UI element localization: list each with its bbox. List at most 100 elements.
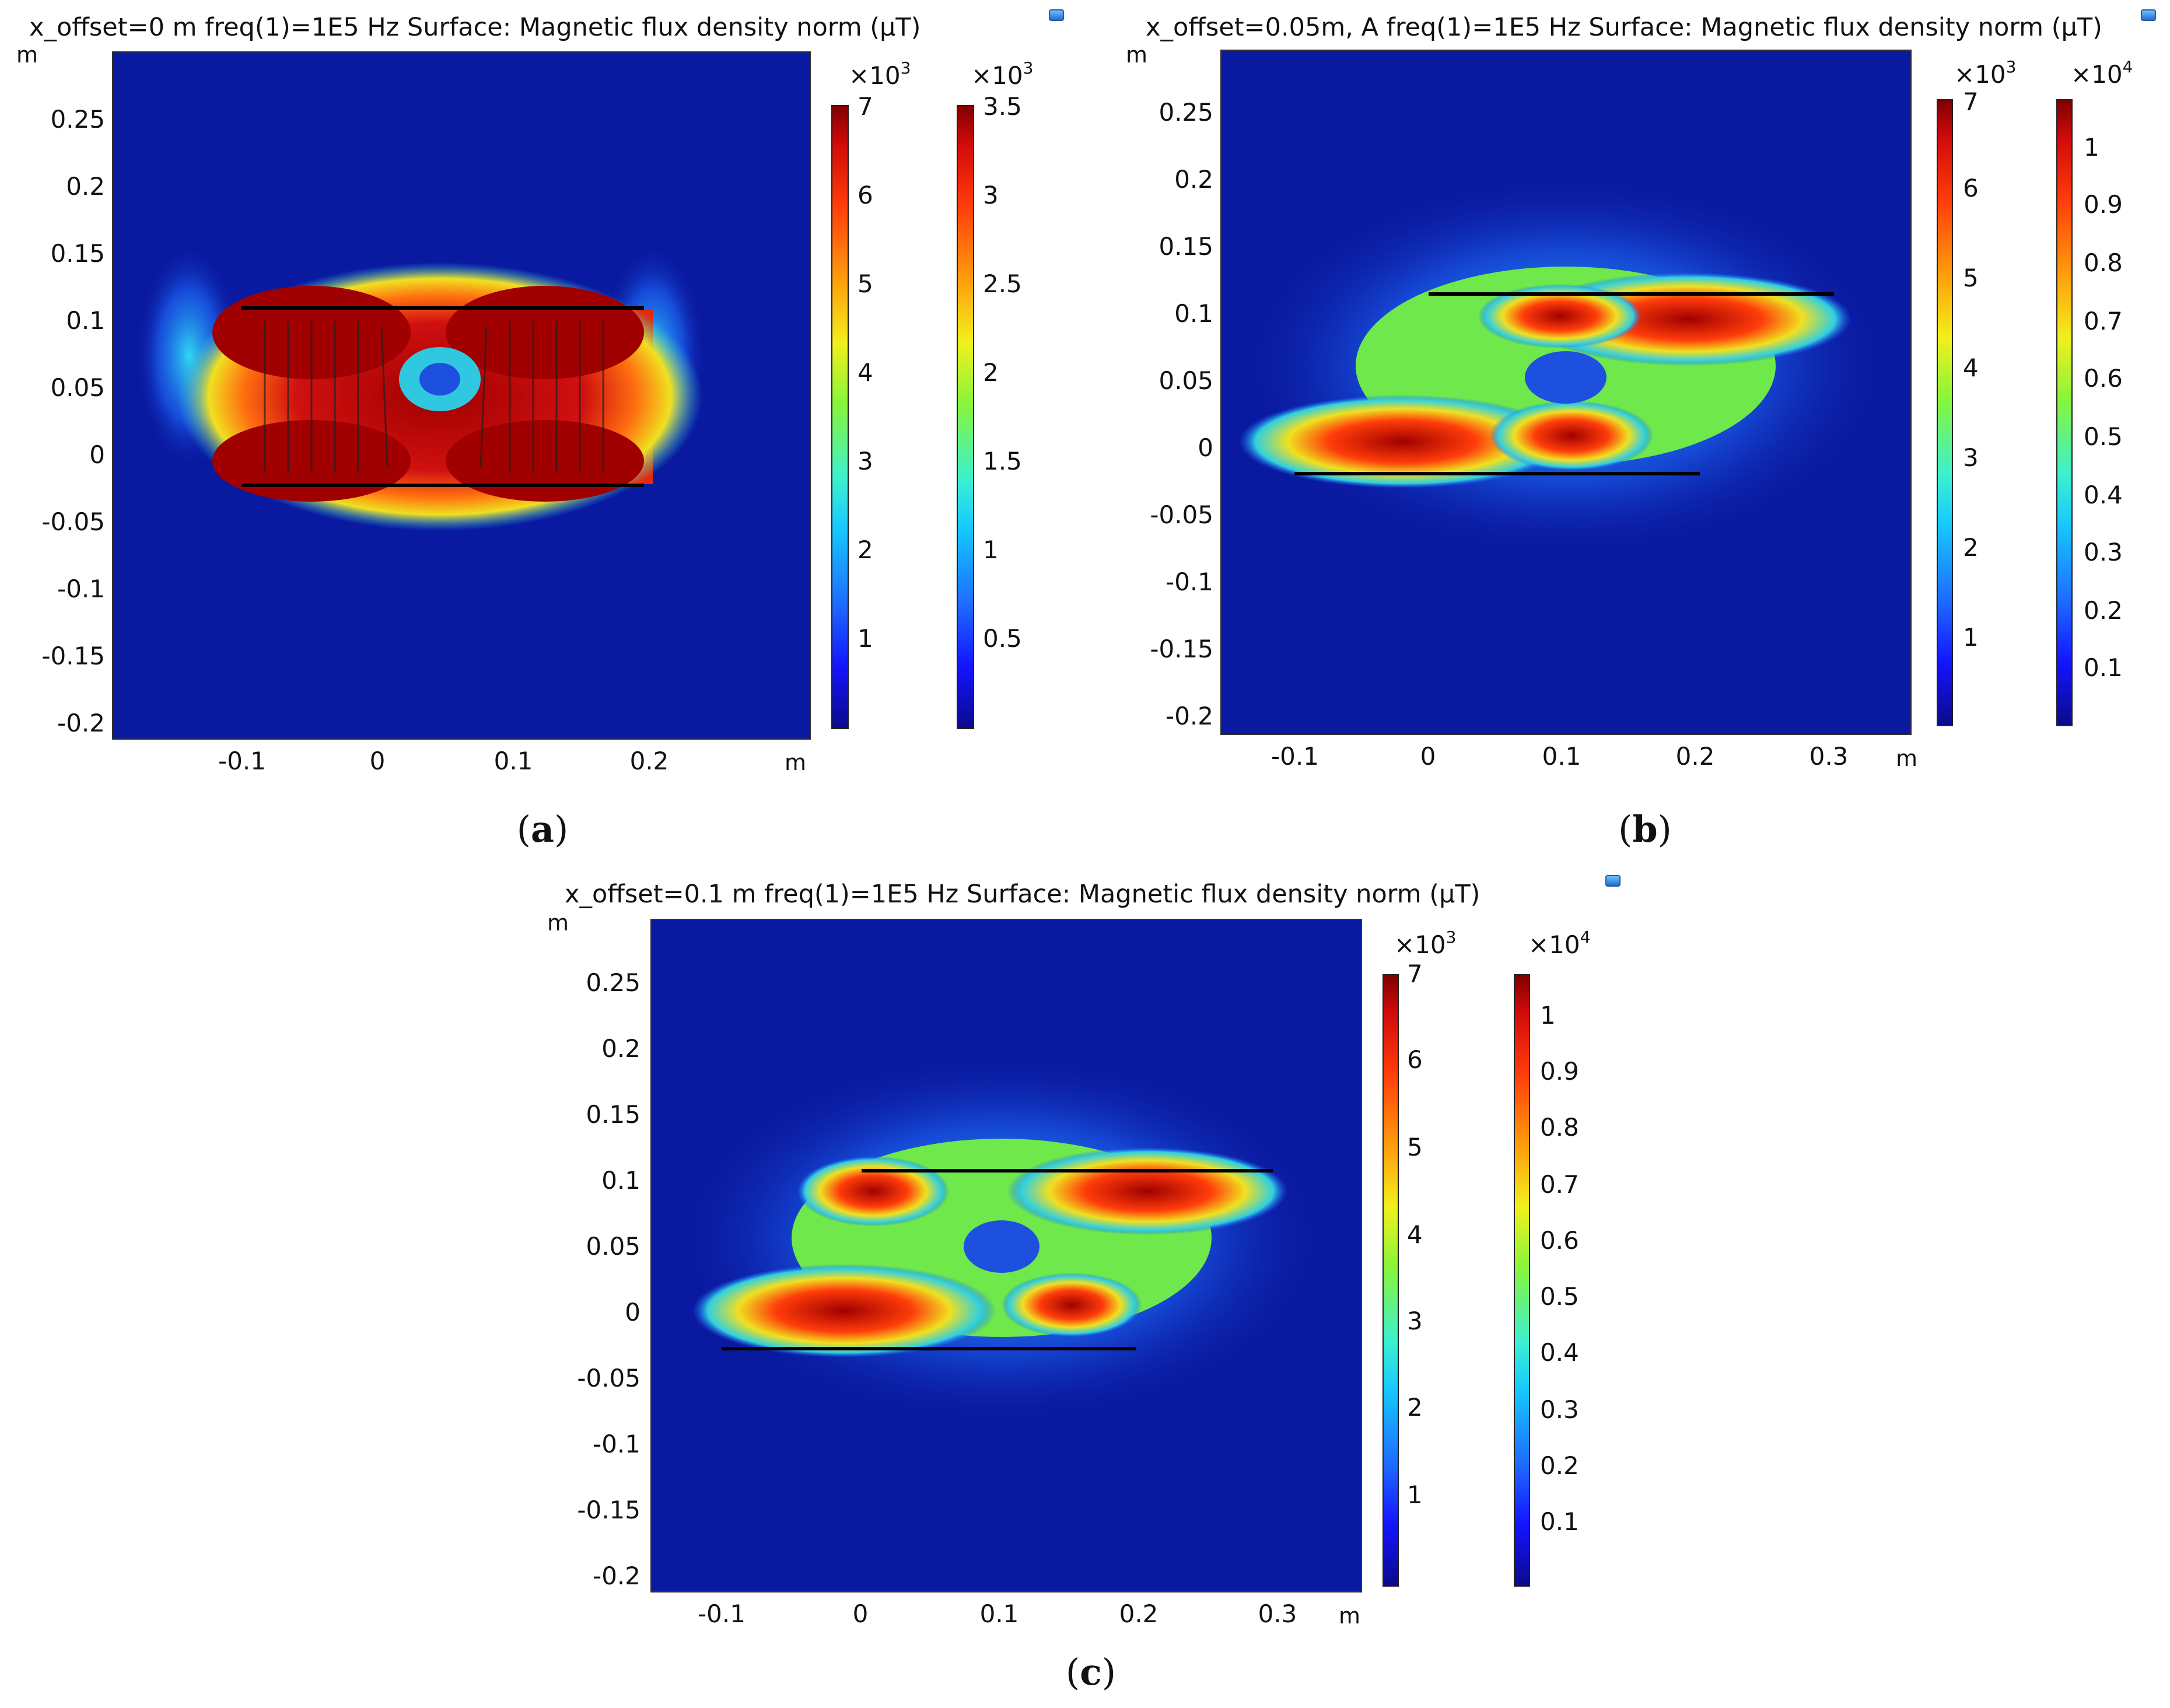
y-tick: 0.15 [50, 239, 105, 268]
x-tick: -0.1 [698, 1600, 746, 1628]
x-tick: -0.1 [1271, 742, 1319, 771]
colorbar-tick: 0.3 [2084, 538, 2123, 566]
y-tick: 0.05 [1158, 366, 1213, 395]
colorbar-tick: 1 [983, 536, 999, 564]
x-tick: 0.3 [1258, 1600, 1297, 1628]
colorbar-tick: 0.1 [2084, 653, 2123, 682]
y-tick: 0 [625, 1298, 640, 1326]
y-tick: 0.15 [586, 1100, 640, 1129]
colorbar-tick: 1 [1540, 1001, 1556, 1030]
colorbar-multiplier: ×104 [1528, 928, 1591, 959]
panel-title: x_offset=0.1 m freq(1)=1E5 Hz Surface: M… [565, 880, 1480, 909]
x-tick: 0 [852, 1600, 869, 1628]
panel-caption: (a) [516, 808, 569, 850]
y-tick: 0.05 [586, 1232, 640, 1261]
colorbar-tick: 5 [1963, 264, 1979, 292]
colorbar-tick: 3.5 [983, 92, 1022, 121]
colorbar-tick: 1 [1963, 623, 1979, 652]
colorbar-tick: 0.2 [2084, 596, 2123, 625]
y-tick: -0.15 [41, 642, 105, 670]
colorbar-multiplier: ×103 [849, 58, 911, 90]
colorbar-tick: 0.4 [2084, 481, 2123, 509]
y-tick: 0.1 [601, 1166, 640, 1195]
field-plot [112, 51, 811, 740]
y-tick: -0.05 [577, 1364, 640, 1392]
colorbar-multiplier: ×103 [971, 58, 1034, 90]
y-tick: -0.1 [593, 1430, 640, 1458]
colorbar-tick: 3 [983, 181, 999, 209]
colorbar-tick: 2 [1963, 533, 1979, 562]
y-tick: 0.25 [1158, 98, 1213, 127]
colorbar-tick: 5 [858, 270, 873, 298]
colorbar-tick: 0.9 [1540, 1057, 1579, 1086]
settings-icon[interactable] [1605, 875, 1620, 887]
colorbar-tick: 3 [1407, 1307, 1423, 1335]
colorbar-tick: 1.5 [983, 447, 1022, 475]
x-tick: 0.2 [1675, 742, 1715, 771]
colorbar-tick: 4 [1963, 354, 1979, 382]
colorbar-tick: 0.9 [2084, 190, 2123, 219]
colorbar-tick: 2 [1407, 1393, 1423, 1422]
colorbar-tick: 0.3 [1540, 1395, 1579, 1424]
settings-icon[interactable] [1049, 9, 1064, 21]
settings-icon[interactable] [2141, 9, 2156, 21]
y-tick: 0.25 [50, 105, 105, 134]
colorbar-tick: 0.7 [1540, 1170, 1579, 1199]
y-tick: 0.1 [66, 306, 105, 335]
y-axis-unit: m [547, 910, 569, 936]
x-axis-unit: m [785, 750, 807, 775]
y-tick: -0.1 [1166, 568, 1213, 596]
colorbar-tick: 0.6 [1540, 1226, 1579, 1255]
y-tick: 0.2 [66, 172, 105, 201]
colorbar-2 [1514, 974, 1530, 1587]
y-tick: 0.1 [1174, 299, 1213, 328]
x-tick: 0.1 [979, 1600, 1019, 1628]
colorbar-multiplier: ×103 [1394, 928, 1457, 959]
colorbar-tick: 2.5 [983, 270, 1022, 298]
field-plot [1220, 50, 1912, 735]
x-axis-unit: m [1896, 746, 1918, 771]
y-tick: -0.15 [577, 1496, 640, 1524]
panel-caption: (b) [1618, 808, 1672, 850]
colorbar-tick: 7 [1407, 960, 1423, 988]
panel-title: x_offset=0.05m, A freq(1)=1E5 Hz Surface… [1146, 13, 2102, 42]
colorbar-tick: 1 [2084, 133, 2099, 162]
x-tick: 0.2 [629, 747, 669, 775]
panel-a: x_offset=0 m freq(1)=1E5 Hz Surface: Mag… [0, 0, 1085, 858]
y-tick: -0.2 [1166, 702, 1213, 730]
x-tick: 0 [369, 747, 386, 775]
field-map [652, 920, 1361, 1591]
colorbar-tick: 6 [1963, 174, 1979, 202]
y-tick: 0.15 [1158, 232, 1213, 261]
x-axis-unit: m [1339, 1603, 1361, 1629]
x-tick: 0 [1420, 742, 1436, 771]
colorbar-tick: 1 [858, 624, 873, 653]
x-tick: 0.1 [1542, 742, 1581, 771]
x-tick: 0.1 [494, 747, 533, 775]
colorbar-multiplier: ×103 [1954, 57, 2017, 89]
y-axis-unit: m [1126, 42, 1148, 68]
colorbar-tick: 0.8 [1540, 1113, 1579, 1142]
colorbar-tick: 4 [1407, 1220, 1423, 1249]
colorbar-tick: 0.2 [1540, 1451, 1579, 1480]
colorbar-tick: 0.6 [2084, 364, 2123, 393]
colorbar-tick: 7 [858, 92, 873, 121]
colorbar-tick: 4 [858, 358, 873, 387]
colorbar-tick: 0.5 [2084, 422, 2123, 451]
colorbar-1 [1937, 99, 1953, 726]
colorbar-tick: 5 [1407, 1133, 1423, 1161]
y-tick: 0.2 [1174, 165, 1213, 194]
panel-b: x_offset=0.05m, A freq(1)=1E5 Hz Surface… [1085, 0, 2170, 858]
y-tick: -0.2 [57, 709, 105, 737]
colorbar-tick: 6 [1407, 1045, 1423, 1074]
colorbar-tick: 2 [858, 536, 873, 564]
y-tick: -0.1 [57, 575, 105, 603]
field-map [113, 52, 810, 738]
colorbar-tick: 0.7 [2084, 307, 2123, 335]
field-plot [650, 919, 1362, 1592]
panel-caption: (c) [1065, 1651, 1116, 1693]
y-tick: 0.25 [586, 968, 640, 997]
colorbar-2 [957, 105, 974, 729]
y-tick: -0.05 [41, 508, 105, 536]
colorbar-tick: 0.4 [1540, 1338, 1579, 1367]
